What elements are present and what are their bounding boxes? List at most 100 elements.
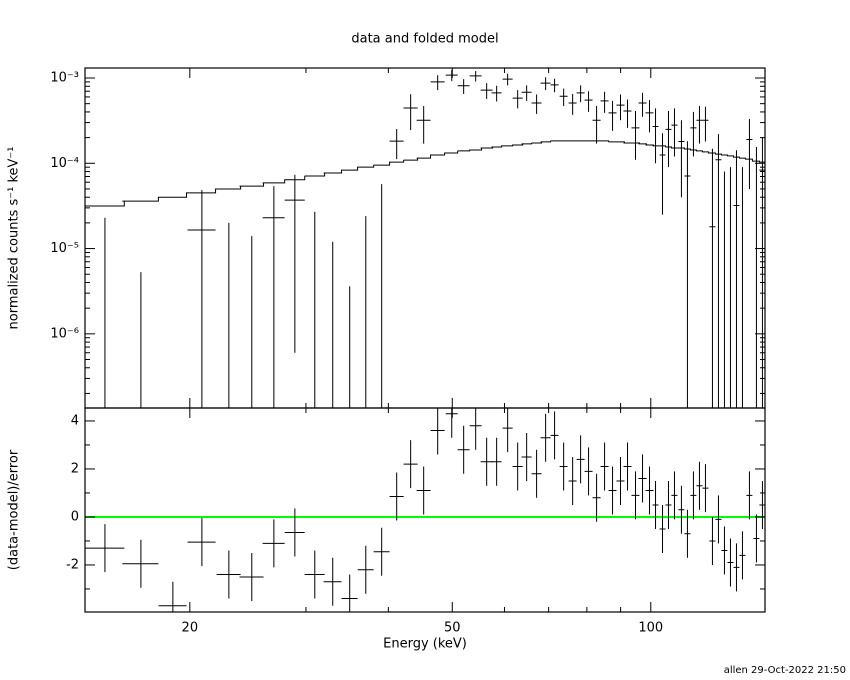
- residual-point: [684, 509, 691, 558]
- residual-point: [403, 440, 418, 489]
- data-point: [521, 85, 532, 101]
- upper-plot: [85, 70, 765, 408]
- data-point: [559, 88, 568, 106]
- x-tick-label: 20: [182, 621, 199, 636]
- residual-point: [85, 524, 125, 573]
- y-tick-label: -2: [66, 557, 79, 572]
- residual-point: [727, 538, 734, 587]
- data-point: [284, 174, 305, 353]
- data-point: [576, 85, 585, 103]
- residual-point: [600, 442, 609, 491]
- residual-point: [122, 539, 159, 588]
- residual-point: [480, 437, 493, 486]
- residual-point: [753, 514, 760, 563]
- data-point: [540, 77, 551, 91]
- data-point: [445, 70, 458, 82]
- data-point: [645, 100, 654, 133]
- residual-point: [158, 581, 187, 612]
- data-point: [531, 94, 542, 114]
- data-point: [568, 93, 577, 115]
- data-point: [671, 108, 678, 157]
- data-point: [228, 222, 230, 408]
- data-point: [638, 92, 647, 117]
- data-point: [457, 79, 470, 94]
- data-point: [104, 217, 106, 408]
- residual-point: [512, 442, 523, 491]
- y-tick-label: 10⁻³: [50, 71, 79, 86]
- residual-point: [502, 408, 513, 453]
- residual-point: [416, 466, 431, 515]
- y-tick-label: 10⁻⁵: [50, 241, 79, 256]
- data-point: [502, 73, 513, 86]
- residual-point: [284, 508, 305, 557]
- residual-point: [216, 550, 241, 599]
- lower-frame: [84, 407, 766, 613]
- residual-point: [550, 411, 559, 460]
- residual-point: [357, 545, 374, 594]
- residual-point: [491, 437, 502, 486]
- data-point: [678, 120, 685, 198]
- x-tick-label: 50: [444, 621, 461, 636]
- residual-point: [665, 480, 672, 529]
- data-point: [709, 148, 716, 408]
- data-point: [187, 190, 216, 408]
- residual-point: [584, 447, 593, 496]
- residual-point: [709, 516, 716, 565]
- residual-point: [696, 461, 703, 510]
- residual-point: [678, 485, 685, 534]
- data-point: [262, 186, 285, 408]
- residual-point: [540, 413, 551, 462]
- residual-point: [341, 574, 358, 612]
- residual-point: [389, 472, 404, 521]
- residual-point: [739, 531, 746, 580]
- data-point: [684, 141, 691, 408]
- residual-point: [239, 552, 264, 601]
- model-line: [85, 140, 765, 207]
- data-point: [600, 91, 609, 113]
- data-point: [665, 111, 672, 168]
- y-tick-label: 10⁻⁶: [50, 326, 79, 341]
- data-point: [512, 90, 523, 109]
- x-axis-label: Energy (keV): [383, 637, 467, 652]
- data-point: [746, 119, 753, 189]
- data-point: [616, 94, 625, 121]
- residual-point: [445, 408, 458, 438]
- residual-point: [721, 526, 728, 575]
- residual-point: [616, 456, 625, 505]
- residual-point: [262, 519, 285, 568]
- residual-point: [576, 435, 585, 484]
- data-point: [480, 83, 493, 99]
- data-point: [755, 147, 757, 408]
- residual-point: [430, 408, 445, 455]
- data-point: [349, 286, 351, 408]
- data-point: [733, 150, 740, 408]
- data-point: [592, 105, 601, 144]
- data-point: [652, 108, 659, 164]
- data-point: [389, 129, 404, 160]
- residual-point: [323, 557, 342, 606]
- data-point: [251, 236, 253, 408]
- data-point: [403, 94, 418, 131]
- residual-point: [671, 471, 678, 520]
- residual-point: [187, 518, 216, 567]
- data-point: [314, 211, 316, 408]
- residual-point: [715, 495, 722, 544]
- y-axis-label: normalized counts s⁻¹ keV⁻¹: [7, 147, 22, 330]
- residual-point: [690, 471, 697, 520]
- data-point: [659, 133, 666, 215]
- data-point: [696, 105, 703, 144]
- y-tick-label: 4: [71, 413, 79, 428]
- lower-plot: [85, 408, 765, 612]
- data-point: [608, 100, 617, 131]
- residual-point: [659, 504, 666, 553]
- residual-point: [638, 454, 647, 503]
- data-point: [690, 111, 697, 157]
- data-point: [381, 184, 383, 408]
- residual-point: [469, 408, 482, 450]
- data-point: [491, 85, 502, 102]
- residual-point: [746, 471, 753, 520]
- data-point: [631, 111, 640, 160]
- residual-point: [608, 466, 617, 515]
- residual-point: [652, 480, 659, 529]
